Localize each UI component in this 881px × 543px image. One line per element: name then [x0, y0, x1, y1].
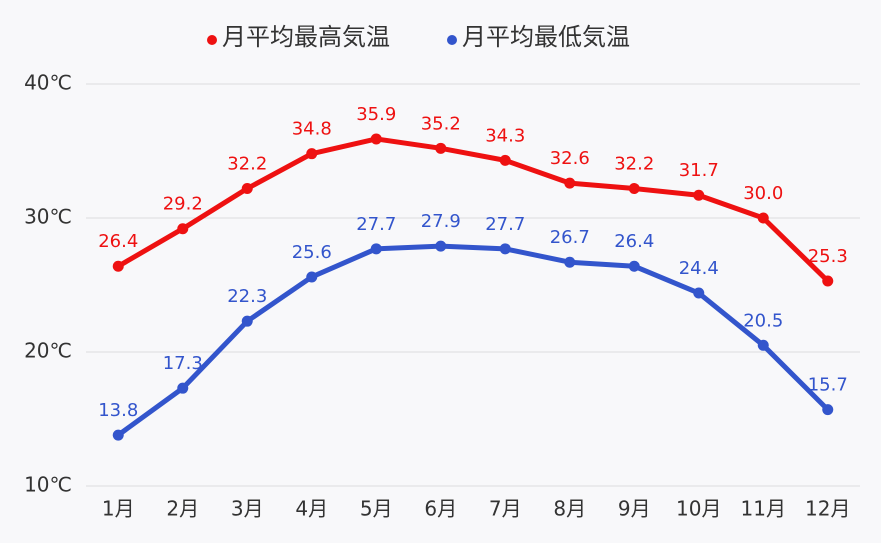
- data-point: [564, 177, 576, 189]
- data-label: 26.4: [614, 231, 654, 252]
- data-point: [435, 240, 447, 252]
- legend-label: 月平均最低気温: [462, 23, 630, 51]
- data-point: [822, 275, 834, 287]
- data-label: 30.0: [743, 183, 783, 204]
- data-point: [757, 212, 769, 224]
- data-label: 13.8: [98, 400, 138, 421]
- data-label: 17.3: [163, 353, 203, 374]
- x-tick-label: 9月: [618, 497, 651, 521]
- data-label: 27.7: [356, 214, 396, 235]
- data-label: 32.2: [614, 154, 654, 175]
- y-tick-label: 10℃: [24, 473, 72, 497]
- x-tick-label: 5月: [360, 497, 393, 521]
- data-point: [112, 429, 124, 441]
- data-label: 22.3: [227, 286, 267, 307]
- data-label: 25.6: [292, 242, 332, 263]
- data-label: 15.7: [808, 375, 848, 396]
- data-point: [370, 133, 382, 145]
- x-tick-label: 8月: [553, 497, 586, 521]
- data-label: 29.2: [163, 194, 203, 215]
- data-label: 35.9: [356, 104, 396, 125]
- legend-marker: [447, 35, 457, 45]
- data-label: 20.5: [743, 310, 783, 331]
- data-point: [757, 339, 769, 351]
- data-point: [822, 404, 834, 416]
- data-point: [241, 183, 253, 195]
- data-point: [112, 260, 124, 272]
- series-line: [116, 243, 830, 438]
- x-tick-label: 10月: [676, 497, 721, 521]
- legend: 月平均最高気温 月平均最低気温: [207, 23, 630, 51]
- data-label: 31.7: [679, 160, 719, 181]
- data-point: [177, 382, 189, 394]
- data-label: 24.4: [679, 258, 719, 279]
- x-tick-label: 11月: [741, 497, 786, 521]
- y-tick-label: 40℃: [24, 71, 72, 95]
- data-label: 27.7: [485, 214, 525, 235]
- legend-label: 月平均最高気温: [222, 23, 390, 51]
- x-tick-label: 2月: [166, 497, 199, 521]
- data-point: [628, 183, 640, 195]
- y-tick-label: 20℃: [24, 339, 72, 363]
- legend-marker: [207, 35, 217, 45]
- data-point: [564, 256, 576, 268]
- x-tick-label: 1月: [102, 497, 135, 521]
- data-point: [693, 189, 705, 201]
- data-point: [499, 243, 511, 255]
- data-label: 32.2: [227, 154, 267, 175]
- data-label: 26.4: [98, 231, 138, 252]
- x-tick-label: 7月: [489, 497, 522, 521]
- y-tick-label: 30℃: [24, 205, 72, 229]
- data-label: 26.7: [550, 227, 590, 248]
- data-label: 34.8: [292, 119, 332, 140]
- data-point: [499, 154, 511, 166]
- data-label: 27.9: [421, 211, 461, 232]
- x-tick-label: 12月: [805, 497, 850, 521]
- data-label: 32.6: [550, 148, 590, 169]
- x-tick-label: 3月: [231, 497, 264, 521]
- data-point: [177, 223, 189, 235]
- data-point: [306, 148, 318, 160]
- data-point: [306, 271, 318, 283]
- data-point: [628, 260, 640, 272]
- x-tick-label: 4月: [295, 497, 328, 521]
- data-point: [241, 315, 253, 327]
- data-point: [693, 287, 705, 299]
- data-point: [370, 243, 382, 255]
- data-label: 34.3: [485, 125, 525, 146]
- data-label: 35.2: [421, 113, 461, 134]
- data-label: 25.3: [808, 246, 848, 267]
- data-point: [435, 142, 447, 154]
- series-line: [116, 136, 830, 283]
- x-tick-label: 6月: [424, 497, 457, 521]
